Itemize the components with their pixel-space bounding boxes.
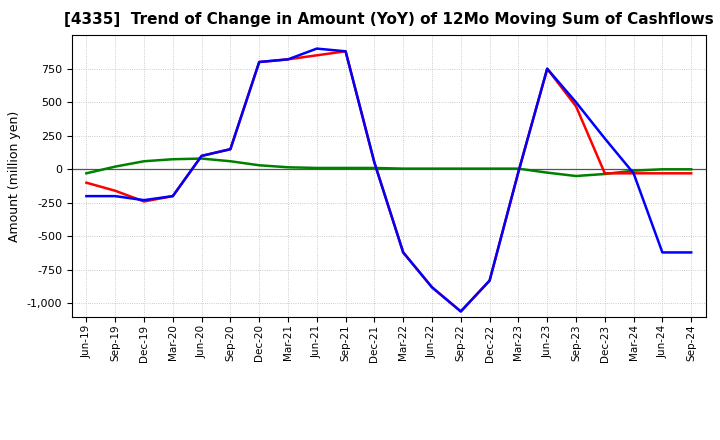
Free Cashflow xyxy=(370,160,379,165)
Operating Cashflow xyxy=(399,250,408,255)
Investing Cashflow xyxy=(600,171,609,176)
Free Cashflow xyxy=(226,147,235,152)
Operating Cashflow xyxy=(629,171,638,176)
Operating Cashflow xyxy=(226,147,235,152)
Free Cashflow xyxy=(658,250,667,255)
Investing Cashflow xyxy=(82,171,91,176)
Investing Cashflow xyxy=(629,168,638,173)
Line: Investing Cashflow: Investing Cashflow xyxy=(86,158,691,176)
Free Cashflow xyxy=(284,57,292,62)
Free Cashflow xyxy=(111,194,120,199)
Investing Cashflow xyxy=(399,166,408,171)
Free Cashflow xyxy=(197,153,206,158)
Operating Cashflow xyxy=(572,104,580,109)
Operating Cashflow xyxy=(687,171,696,176)
Operating Cashflow xyxy=(514,169,523,175)
Free Cashflow xyxy=(168,194,177,199)
Investing Cashflow xyxy=(370,165,379,171)
Operating Cashflow xyxy=(255,59,264,65)
Free Cashflow xyxy=(485,278,494,283)
Investing Cashflow xyxy=(514,166,523,171)
Operating Cashflow xyxy=(428,285,436,290)
Operating Cashflow xyxy=(197,153,206,158)
Free Cashflow xyxy=(140,198,148,203)
Operating Cashflow xyxy=(111,188,120,194)
Free Cashflow xyxy=(428,285,436,290)
Free Cashflow xyxy=(572,99,580,105)
Free Cashflow xyxy=(341,49,350,54)
Investing Cashflow xyxy=(572,173,580,179)
Operating Cashflow xyxy=(341,49,350,54)
Operating Cashflow xyxy=(140,199,148,204)
Investing Cashflow xyxy=(485,166,494,171)
Investing Cashflow xyxy=(197,156,206,161)
Free Cashflow xyxy=(600,136,609,141)
Title: [4335]  Trend of Change in Amount (YoY) of 12Mo Moving Sum of Cashflows: [4335] Trend of Change in Amount (YoY) o… xyxy=(64,12,714,27)
Free Cashflow xyxy=(312,46,321,51)
Investing Cashflow xyxy=(312,165,321,171)
Investing Cashflow xyxy=(284,165,292,170)
Free Cashflow xyxy=(399,250,408,255)
Investing Cashflow xyxy=(255,163,264,168)
Free Cashflow xyxy=(514,169,523,175)
Operating Cashflow xyxy=(370,160,379,165)
Investing Cashflow xyxy=(168,157,177,162)
Operating Cashflow xyxy=(168,194,177,199)
Investing Cashflow xyxy=(543,170,552,175)
Operating Cashflow xyxy=(600,171,609,176)
Free Cashflow xyxy=(456,309,465,314)
Operating Cashflow xyxy=(312,53,321,58)
Investing Cashflow xyxy=(140,158,148,164)
Operating Cashflow xyxy=(543,66,552,71)
Operating Cashflow xyxy=(82,180,91,185)
Operating Cashflow xyxy=(485,278,494,283)
Free Cashflow xyxy=(82,194,91,199)
Line: Operating Cashflow: Operating Cashflow xyxy=(86,51,691,312)
Operating Cashflow xyxy=(284,57,292,62)
Investing Cashflow xyxy=(428,166,436,171)
Free Cashflow xyxy=(629,171,638,176)
Investing Cashflow xyxy=(658,167,667,172)
Operating Cashflow xyxy=(658,171,667,176)
Free Cashflow xyxy=(255,59,264,65)
Free Cashflow xyxy=(687,250,696,255)
Line: Free Cashflow: Free Cashflow xyxy=(86,48,691,312)
Operating Cashflow xyxy=(456,309,465,314)
Investing Cashflow xyxy=(687,167,696,172)
Y-axis label: Amount (million yen): Amount (million yen) xyxy=(8,110,21,242)
Investing Cashflow xyxy=(111,164,120,169)
Investing Cashflow xyxy=(226,158,235,164)
Free Cashflow xyxy=(543,66,552,71)
Investing Cashflow xyxy=(456,166,465,171)
Investing Cashflow xyxy=(341,165,350,171)
